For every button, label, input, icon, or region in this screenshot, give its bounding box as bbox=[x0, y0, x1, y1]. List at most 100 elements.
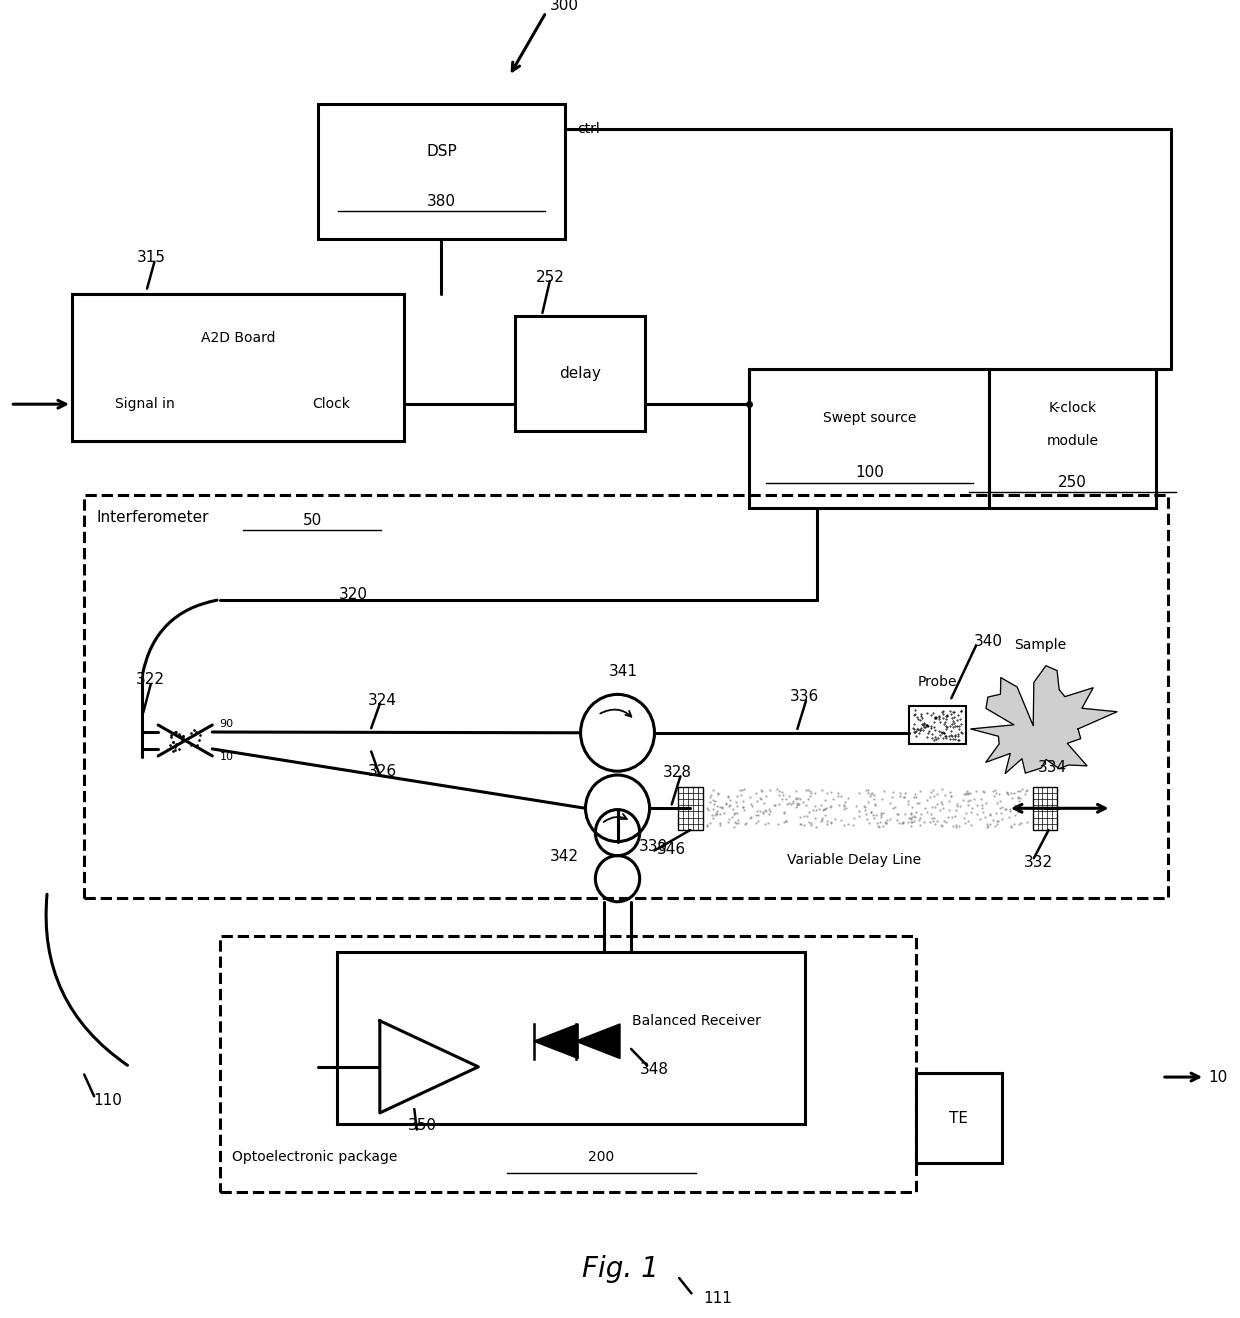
Text: A2D Board: A2D Board bbox=[201, 331, 275, 345]
Point bbox=[858, 812, 878, 833]
Point bbox=[768, 813, 787, 834]
Point bbox=[861, 786, 880, 807]
Point bbox=[707, 800, 727, 821]
Point bbox=[858, 791, 878, 812]
Point bbox=[1006, 804, 1025, 825]
FancyBboxPatch shape bbox=[909, 706, 966, 745]
Point bbox=[701, 784, 720, 805]
Point bbox=[932, 816, 952, 837]
Text: Variable Delay Line: Variable Delay Line bbox=[787, 853, 921, 867]
Text: 300: 300 bbox=[549, 0, 579, 13]
Point bbox=[745, 783, 765, 804]
Point bbox=[773, 782, 792, 803]
Point bbox=[901, 812, 921, 833]
Point bbox=[727, 786, 746, 807]
Point bbox=[882, 787, 901, 808]
Text: 200: 200 bbox=[589, 1151, 615, 1164]
Point bbox=[805, 807, 825, 828]
Point bbox=[942, 816, 962, 837]
Point bbox=[996, 797, 1016, 818]
Point bbox=[1008, 801, 1028, 822]
Point bbox=[838, 813, 858, 834]
Point bbox=[773, 788, 792, 809]
Point bbox=[1001, 783, 1021, 804]
Point bbox=[925, 796, 945, 817]
Point bbox=[904, 805, 924, 826]
FancyBboxPatch shape bbox=[678, 787, 703, 830]
Point bbox=[994, 797, 1014, 818]
Point bbox=[801, 783, 821, 804]
Point bbox=[973, 780, 993, 801]
Point bbox=[960, 783, 980, 804]
Point bbox=[932, 779, 952, 800]
Point bbox=[977, 817, 997, 838]
Text: 111: 111 bbox=[704, 1290, 733, 1306]
Point bbox=[934, 811, 954, 832]
Point bbox=[900, 807, 920, 828]
Point bbox=[858, 779, 878, 800]
Point bbox=[937, 807, 957, 828]
Point bbox=[806, 816, 826, 837]
Point bbox=[987, 792, 1007, 813]
Point bbox=[751, 780, 771, 801]
Point bbox=[712, 796, 732, 817]
Point bbox=[813, 800, 833, 821]
Point bbox=[857, 808, 877, 829]
Point bbox=[1011, 780, 1030, 801]
Point bbox=[875, 812, 895, 833]
Point bbox=[723, 799, 743, 820]
Point bbox=[901, 816, 921, 837]
Point bbox=[906, 786, 926, 807]
Point bbox=[821, 782, 841, 803]
Point bbox=[967, 804, 987, 825]
Point bbox=[843, 815, 863, 836]
Point bbox=[940, 782, 960, 803]
Point bbox=[861, 784, 880, 805]
Point bbox=[870, 811, 890, 832]
Point bbox=[965, 788, 985, 809]
Point bbox=[697, 815, 717, 836]
Point bbox=[972, 797, 992, 818]
Point bbox=[863, 804, 883, 825]
Point bbox=[941, 786, 961, 807]
FancyBboxPatch shape bbox=[749, 369, 990, 507]
Point bbox=[707, 796, 727, 817]
Point bbox=[959, 789, 978, 811]
Point bbox=[959, 783, 978, 804]
Point bbox=[1004, 783, 1024, 804]
Point bbox=[768, 779, 787, 800]
Point bbox=[817, 782, 837, 803]
Point bbox=[975, 807, 994, 828]
Polygon shape bbox=[533, 1024, 578, 1058]
Text: 332: 332 bbox=[1024, 854, 1053, 870]
Point bbox=[725, 791, 745, 812]
Point bbox=[961, 801, 981, 822]
Point bbox=[748, 801, 768, 822]
Text: 100: 100 bbox=[854, 465, 884, 481]
Point bbox=[890, 782, 910, 803]
Point bbox=[856, 796, 875, 817]
Point bbox=[970, 808, 990, 829]
Point bbox=[986, 782, 1006, 803]
Polygon shape bbox=[971, 666, 1117, 774]
Point bbox=[815, 799, 835, 820]
Point bbox=[909, 793, 929, 815]
Point bbox=[918, 801, 937, 822]
Point bbox=[770, 780, 790, 801]
Point bbox=[863, 808, 883, 829]
Point bbox=[903, 812, 923, 833]
Point bbox=[947, 796, 967, 817]
Point bbox=[816, 804, 836, 825]
Point bbox=[800, 780, 820, 801]
Point bbox=[792, 791, 812, 812]
Point bbox=[931, 793, 951, 815]
Point bbox=[880, 809, 900, 830]
Point bbox=[862, 801, 882, 822]
Point bbox=[971, 788, 991, 809]
Point bbox=[740, 793, 760, 815]
Point bbox=[931, 815, 951, 836]
Point bbox=[967, 795, 987, 816]
Point bbox=[725, 803, 745, 824]
Text: 326: 326 bbox=[367, 764, 397, 779]
Point bbox=[750, 800, 770, 821]
